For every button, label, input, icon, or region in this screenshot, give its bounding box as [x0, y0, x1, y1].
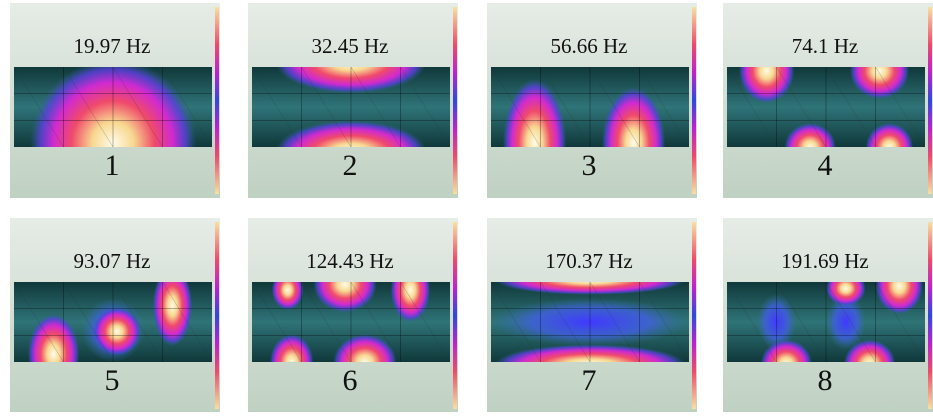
- mode-panel: 56.66 Hz 3: [487, 3, 697, 207]
- colorbar: [215, 7, 219, 194]
- colorbar: [692, 7, 696, 194]
- figure: 19.97 Hz 1 32.45 Hz 2 56.66 Hz 3 74.1 Hz 4 93.07…: [0, 0, 933, 412]
- mode-number: 8: [818, 364, 833, 397]
- frequency-label: 170.37 Hz: [545, 249, 633, 273]
- frequency-label: 191.69 Hz: [781, 249, 869, 273]
- mode-panel: 170.37 Hz 7: [487, 218, 697, 412]
- mode-panel: 191.69 Hz 8: [723, 218, 933, 412]
- mode-number: 7: [582, 364, 597, 397]
- frequency-label: 74.1 Hz: [792, 34, 859, 58]
- frequency-label: 19.97 Hz: [74, 34, 151, 58]
- mode-panel: 74.1 Hz 4: [723, 3, 933, 198]
- mode-panel: 19.97 Hz 1: [10, 3, 220, 227]
- mode-number: 4: [818, 149, 833, 182]
- mode-number: 6: [343, 364, 358, 397]
- colorbar: [453, 7, 457, 194]
- heat-blob: [93, 308, 141, 356]
- mode-number: 5: [105, 364, 120, 397]
- mode-panel: 32.45 Hz 2: [248, 3, 458, 198]
- frequency-label: 93.07 Hz: [74, 249, 151, 273]
- colorbar: [215, 222, 219, 409]
- frequency-label: 56.66 Hz: [551, 34, 628, 58]
- frequency-label: 124.43 Hz: [306, 249, 394, 273]
- mode-number: 2: [343, 149, 358, 182]
- mode-number: 3: [582, 149, 597, 182]
- colorbar: [453, 222, 457, 409]
- colorbar: [928, 7, 932, 194]
- mode-panel: 93.07 Hz 5: [10, 218, 220, 412]
- colorbar: [692, 222, 696, 409]
- frequency-label: 32.45 Hz: [312, 34, 389, 58]
- mode-number: 1: [105, 149, 120, 182]
- mode-panel: 124.43 Hz 6: [248, 218, 458, 412]
- mode-shape-plot: [14, 59, 212, 227]
- colorbar: [928, 222, 932, 409]
